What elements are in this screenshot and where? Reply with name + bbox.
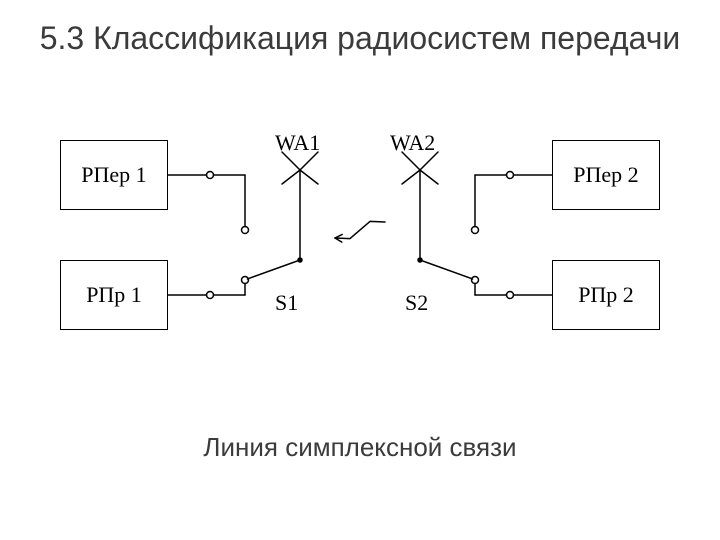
schematic-wires-icon bbox=[50, 130, 670, 390]
figure-caption: Линия симплексной связи bbox=[0, 432, 720, 463]
slide: 5.3 Классификация радиосистем передачи Р… bbox=[0, 0, 720, 540]
page-title: 5.3 Классификация радиосистем передачи bbox=[0, 18, 720, 58]
simplex-diagram: РПер 1 РПр 1 РПер 2 РПр 2 WA1 WA2 S1 S2 bbox=[50, 130, 670, 390]
